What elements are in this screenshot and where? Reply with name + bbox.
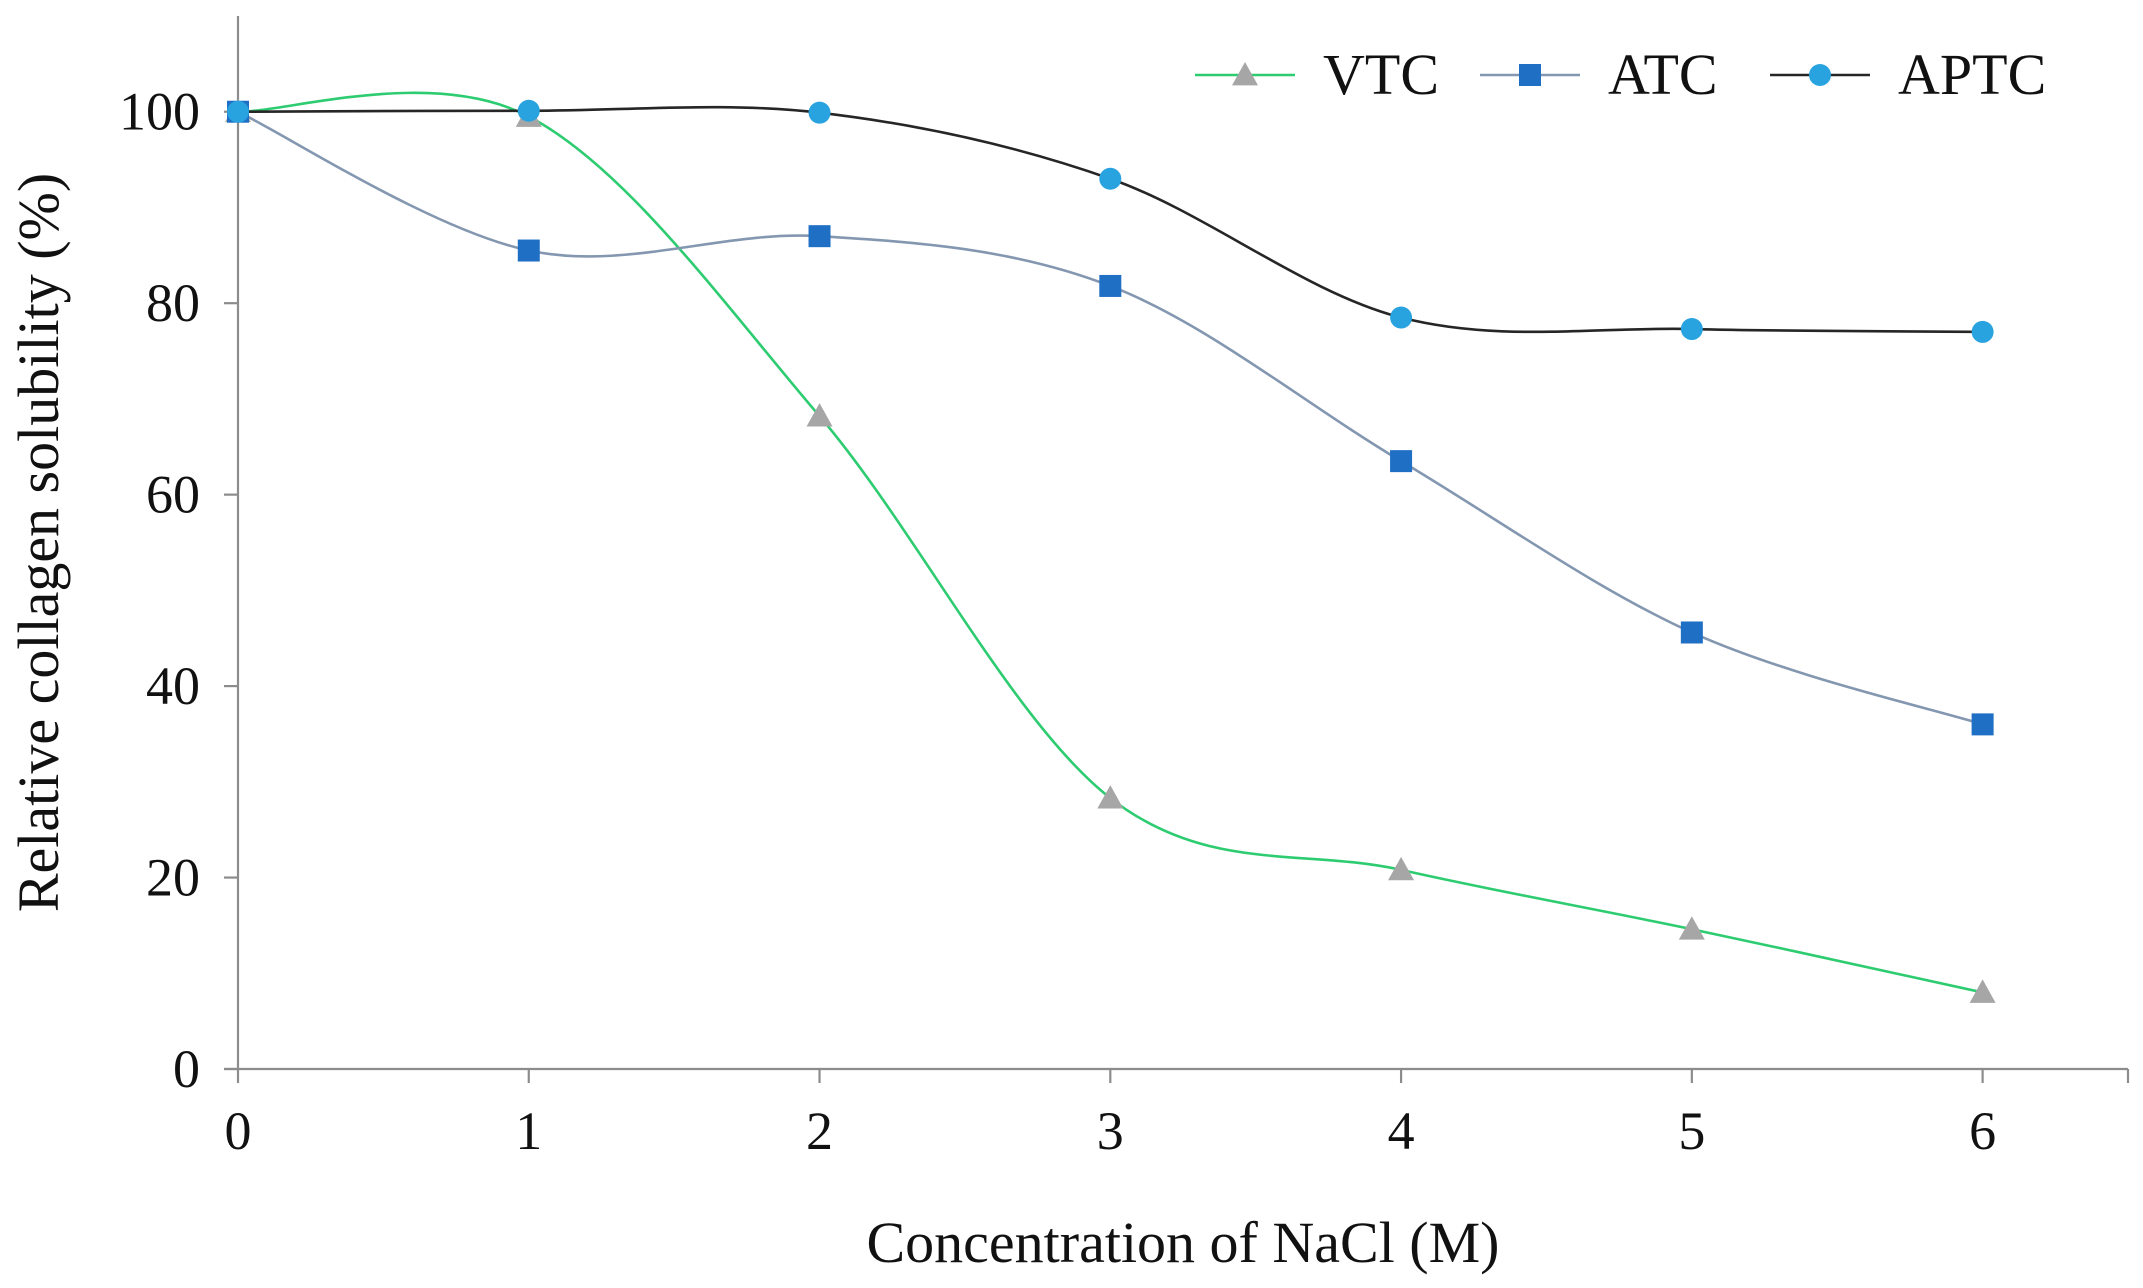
- legend-label-atc: ATC: [1608, 42, 1718, 107]
- legend-label-aptc: APTC: [1898, 42, 2046, 107]
- x-axis-ticks: 0 1 2 3 4 5 6: [225, 1069, 2130, 1161]
- y-tick-label: 80: [146, 273, 200, 333]
- x-tick-label: 3: [1097, 1101, 1124, 1161]
- y-tick-label: 100: [119, 82, 200, 142]
- x-tick-label: 4: [1388, 1101, 1415, 1161]
- data-point-atc: [517, 239, 540, 262]
- series-line-atc: [237, 110, 1984, 726]
- y-axis-title: Relative collagen solubility (%): [6, 173, 71, 912]
- data-point-atc: [1971, 713, 1994, 736]
- y-tick-label: 60: [146, 465, 200, 525]
- data-point-aptc: [808, 101, 831, 124]
- chart-legend: VTC ATC APTC: [1195, 42, 2046, 107]
- data-point-atc: [1390, 450, 1413, 473]
- legend-label-vtc: VTC: [1323, 42, 1439, 107]
- data-point-aptc: [1390, 306, 1413, 329]
- data-point-atc: [1680, 621, 1703, 644]
- legend-marker-aptc: [1809, 64, 1831, 86]
- series-markers: [225, 98, 1996, 1003]
- x-tick-label: 5: [1678, 1101, 1705, 1161]
- series-line-aptc: [237, 105, 1983, 334]
- data-point-aptc: [517, 99, 540, 122]
- data-point-vtc: [1388, 856, 1415, 881]
- data-point-vtc: [1969, 979, 1996, 1003]
- series-line-vtc: [237, 91, 1983, 994]
- x-tick-label: 0: [225, 1101, 252, 1161]
- data-point-aptc: [1680, 318, 1703, 341]
- legend-marker-vtc: [1232, 62, 1258, 86]
- data-point-aptc: [227, 100, 249, 123]
- data-point-vtc: [806, 403, 833, 427]
- x-tick-label: 6: [1969, 1101, 1996, 1161]
- legend-marker-atc: [1519, 64, 1541, 86]
- data-point-vtc: [1678, 916, 1705, 940]
- data-point-aptc: [1971, 320, 1994, 343]
- series-lines: [237, 91, 1984, 994]
- x-axis-title: Concentration of NaCl (M): [866, 1210, 1499, 1275]
- chart-axes: [224, 16, 2128, 1071]
- y-tick-label: 0: [173, 1039, 200, 1099]
- data-point-atc: [808, 225, 831, 248]
- x-tick-label: 2: [806, 1101, 833, 1161]
- data-point-atc: [1099, 274, 1122, 297]
- y-axis-ticks: 0 20 40 60 80 100: [119, 82, 238, 1099]
- data-point-aptc: [1099, 167, 1122, 190]
- data-point-vtc: [1097, 785, 1124, 809]
- y-tick-label: 40: [146, 656, 200, 716]
- x-tick-label: 1: [515, 1101, 542, 1161]
- y-tick-label: 20: [146, 848, 200, 908]
